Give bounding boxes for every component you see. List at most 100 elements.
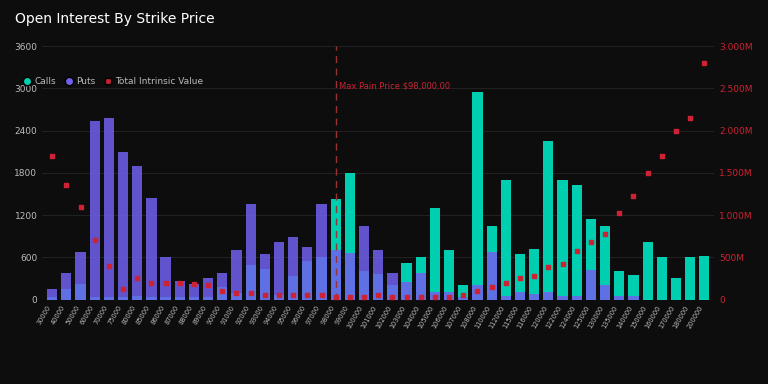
- Point: [344, 294, 356, 300]
- Point: [542, 264, 554, 270]
- Bar: [643, 242, 653, 300]
- Point: [684, 115, 697, 121]
- Bar: [373, 274, 383, 300]
- Bar: [571, 296, 582, 300]
- Point: [429, 294, 441, 300]
- Bar: [75, 284, 85, 300]
- Point: [656, 153, 668, 159]
- Point: [627, 192, 640, 199]
- Bar: [586, 270, 596, 300]
- Bar: [174, 280, 185, 300]
- Point: [46, 153, 58, 159]
- Point: [74, 204, 87, 210]
- Bar: [161, 298, 170, 300]
- Point: [244, 290, 257, 296]
- Bar: [515, 293, 525, 300]
- Bar: [61, 289, 71, 300]
- Bar: [330, 250, 341, 300]
- Point: [230, 290, 243, 296]
- Bar: [217, 287, 227, 300]
- Bar: [104, 298, 114, 300]
- Bar: [345, 253, 355, 300]
- Bar: [402, 282, 412, 300]
- Bar: [571, 185, 582, 300]
- Bar: [600, 226, 611, 300]
- Point: [641, 170, 654, 176]
- Bar: [132, 166, 142, 300]
- Point: [599, 230, 611, 237]
- Bar: [359, 271, 369, 300]
- Bar: [274, 242, 284, 300]
- Bar: [671, 278, 681, 300]
- Bar: [415, 257, 426, 300]
- Point: [670, 127, 682, 134]
- Point: [358, 294, 370, 300]
- Bar: [359, 226, 369, 300]
- Bar: [402, 263, 412, 300]
- Point: [103, 263, 115, 269]
- Legend: Calls, Puts, Total Intrinsic Value: Calls, Puts, Total Intrinsic Value: [20, 74, 207, 90]
- Bar: [444, 293, 454, 300]
- Bar: [487, 226, 497, 300]
- Bar: [458, 298, 468, 300]
- Bar: [472, 285, 482, 300]
- Point: [514, 275, 526, 281]
- Point: [60, 182, 72, 189]
- Point: [301, 292, 313, 298]
- Bar: [586, 218, 596, 300]
- Bar: [415, 273, 426, 300]
- Bar: [614, 271, 624, 300]
- Point: [415, 294, 427, 300]
- Bar: [90, 121, 100, 300]
- Point: [273, 292, 285, 298]
- Point: [528, 273, 541, 279]
- Point: [202, 282, 214, 288]
- Bar: [628, 275, 638, 300]
- Bar: [288, 276, 298, 300]
- Bar: [146, 298, 157, 300]
- Bar: [260, 254, 270, 300]
- Bar: [699, 256, 710, 300]
- Text: Open Interest By Strike Price: Open Interest By Strike Price: [15, 12, 215, 25]
- Point: [400, 294, 412, 300]
- Bar: [246, 205, 256, 300]
- Bar: [430, 208, 440, 300]
- Bar: [288, 237, 298, 300]
- Bar: [118, 152, 128, 300]
- Point: [443, 294, 455, 300]
- Bar: [316, 204, 326, 300]
- Bar: [189, 298, 199, 300]
- Point: [174, 280, 186, 286]
- Bar: [203, 298, 214, 300]
- Bar: [529, 294, 539, 300]
- Point: [316, 292, 328, 298]
- Bar: [387, 285, 398, 300]
- Point: [372, 292, 384, 298]
- Bar: [628, 296, 638, 300]
- Bar: [303, 261, 313, 300]
- Bar: [161, 257, 170, 300]
- Bar: [529, 249, 539, 300]
- Bar: [75, 252, 85, 300]
- Point: [329, 294, 342, 300]
- Bar: [104, 118, 114, 300]
- Bar: [303, 247, 313, 300]
- Text: Max Pain Price $98,000.00: Max Pain Price $98,000.00: [339, 81, 450, 91]
- Bar: [174, 298, 185, 300]
- Bar: [217, 273, 227, 300]
- Point: [259, 292, 271, 298]
- Point: [386, 294, 399, 300]
- Bar: [47, 298, 58, 300]
- Bar: [430, 293, 440, 300]
- Bar: [246, 265, 256, 300]
- Bar: [543, 141, 554, 300]
- Point: [584, 239, 597, 245]
- Bar: [90, 298, 100, 300]
- Bar: [231, 250, 242, 300]
- Bar: [444, 250, 454, 300]
- Bar: [189, 284, 199, 300]
- Bar: [558, 180, 568, 300]
- Point: [457, 292, 469, 298]
- Bar: [558, 296, 568, 300]
- Bar: [600, 285, 611, 300]
